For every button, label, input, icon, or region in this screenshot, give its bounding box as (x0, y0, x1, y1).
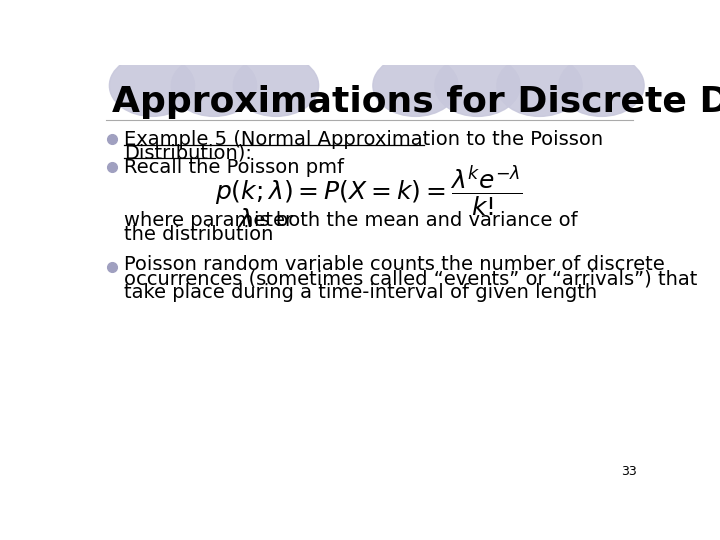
Ellipse shape (559, 55, 644, 117)
Text: where parameter: where parameter (124, 211, 293, 230)
Text: is both the mean and variance of: is both the mean and variance of (254, 211, 578, 230)
Ellipse shape (435, 55, 520, 117)
Text: take place during a time-interval of given length: take place during a time-interval of giv… (124, 283, 597, 302)
Ellipse shape (497, 55, 582, 117)
Ellipse shape (109, 55, 194, 117)
Ellipse shape (373, 55, 458, 117)
Text: Example 5 (Normal Approximation to the Poisson: Example 5 (Normal Approximation to the P… (124, 130, 603, 149)
Text: Recall the Poisson pmf: Recall the Poisson pmf (124, 158, 344, 177)
Text: 33: 33 (621, 465, 636, 478)
Ellipse shape (171, 55, 256, 117)
Ellipse shape (233, 55, 319, 117)
Text: Distribution):: Distribution): (124, 143, 252, 162)
Text: $p(k;\lambda) = P(X = k) = \dfrac{\lambda^k e^{-\lambda}}{k!}$: $p(k;\lambda) = P(X = k) = \dfrac{\lambd… (215, 164, 523, 219)
Text: $\lambda$: $\lambda$ (238, 209, 253, 232)
Text: the distribution: the distribution (124, 225, 274, 244)
Text: Poisson random variable counts the number of discrete: Poisson random variable counts the numbe… (124, 255, 665, 274)
Text: Approximations for Discrete Distributions: Approximations for Discrete Distribution… (112, 85, 720, 119)
Text: occurrences (sometimes called “events” or “arrivals”) that: occurrences (sometimes called “events” o… (124, 269, 698, 288)
